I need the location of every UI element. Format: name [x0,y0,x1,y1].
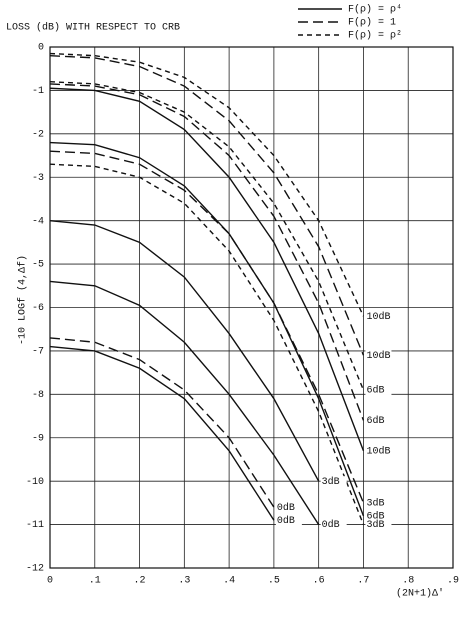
y-tick-label: -11 [26,520,44,531]
y-tick-label: -9 [32,433,44,444]
end-label: 10dB [366,311,390,323]
y-tick-label: -5 [32,260,44,271]
x-tick-label: .8 [402,576,414,587]
x-tick-label: .5 [268,576,280,587]
end-label: 10dB [366,350,390,362]
y-axis-label: -10 LOGf (4,Δf) [17,255,29,345]
y-tick-label: -12 [26,564,44,575]
y-tick-label: -8 [32,390,44,401]
curve [49,141,365,517]
end-label-bg [365,384,392,395]
x-tick-label: .2 [134,576,146,587]
x-tick-label: 0 [47,576,53,587]
end-label: 3dB [322,476,340,488]
end-label: 0dB [277,515,295,527]
x-tick-label: .9 [447,576,459,587]
end-label-bg [320,519,347,530]
curve [49,52,365,317]
legend-label: F(ρ) = 1 [348,17,396,29]
y-tick-label: -3 [32,173,44,184]
end-label: 6dB [366,385,384,397]
curve [49,87,365,452]
x-tick-label: .7 [357,576,369,587]
x-tick-label: .1 [89,576,101,587]
end-label: 0dB [277,502,295,514]
end-label-bg [365,415,392,426]
x-tick-label: .6 [313,576,325,587]
curve [49,337,275,508]
end-label-bg [365,311,392,322]
y-tick-label: -1 [32,86,44,97]
legend-label: F(ρ) = ρ² [348,30,402,42]
curve [49,150,365,504]
end-label-bg [320,476,347,487]
y-tick-label: -2 [32,129,44,140]
x-tick-label: .4 [223,576,235,587]
end-label-bg [365,510,392,521]
curve [49,280,320,525]
end-label-bg [275,502,302,513]
end-label-bg [365,497,392,508]
x-tick-label: .3 [178,576,190,587]
end-label-bg [365,350,392,361]
y-tick-label: -10 [26,477,44,488]
end-label: 0dB [322,519,340,531]
curve [49,345,275,521]
x-axis-label: (2N+1)Δ' [396,588,444,600]
y-tick-label: -4 [32,216,44,227]
end-label: 6dB [366,511,384,523]
legend-label: F(ρ) = ρ⁴ [348,4,402,16]
y-tick-label: -6 [32,303,44,314]
end-label: 3dB [366,498,384,510]
chart-title: LOSS (dB) WITH RESPECT TO CRB [6,22,180,34]
curve [49,163,365,525]
curve [49,81,365,391]
end-label: 6dB [366,415,384,427]
end-label-bg [365,519,392,530]
end-label: 10dB [366,445,390,457]
plot-frame [49,46,454,569]
end-label: 3dB [366,519,384,531]
y-tick-label: 0 [38,43,44,54]
curve [49,54,365,356]
end-label-bg [275,515,302,526]
curve [49,219,320,482]
curve [49,83,365,421]
y-tick-label: -7 [32,347,44,358]
end-label-bg [365,445,392,456]
